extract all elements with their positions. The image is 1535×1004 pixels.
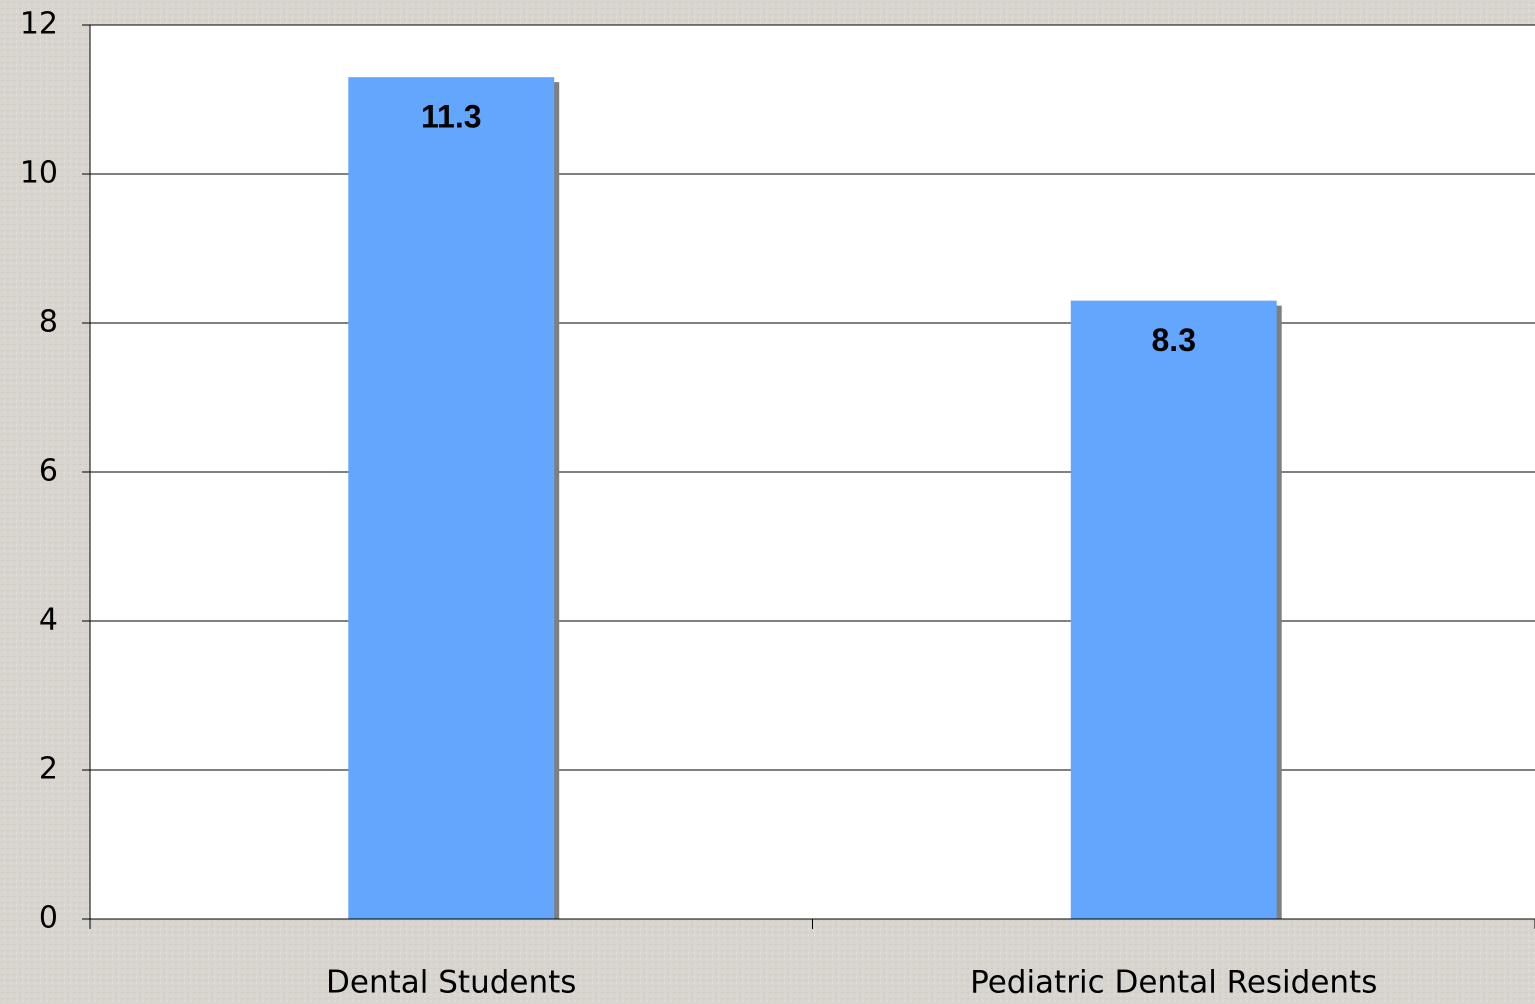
y-tick-label: 2 — [39, 752, 58, 787]
x-tick-label: Dental Students — [326, 965, 576, 1001]
y-tick-label: 4 — [39, 603, 58, 638]
bar — [348, 77, 555, 919]
data-label: 11.3 — [421, 99, 482, 135]
data-label: 8.3 — [1152, 322, 1196, 358]
y-tick-label: 6 — [39, 454, 58, 489]
bar — [1070, 300, 1277, 919]
y-tick-label: 0 — [39, 901, 58, 936]
y-tick-label: 10 — [20, 156, 58, 191]
y-tick-label: 12 — [20, 7, 58, 42]
x-tick-label: Pediatric Dental Residents — [970, 965, 1377, 1001]
y-tick-label: 8 — [39, 305, 58, 340]
